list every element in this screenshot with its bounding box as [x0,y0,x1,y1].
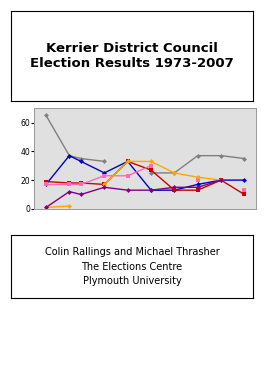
Text: Colin Rallings and Michael Thrasher
The Elections Centre
Plymouth University: Colin Rallings and Michael Thrasher The … [45,247,219,286]
Text: Kerrier District Council
Election Results 1973-2007: Kerrier District Council Election Result… [30,42,234,70]
